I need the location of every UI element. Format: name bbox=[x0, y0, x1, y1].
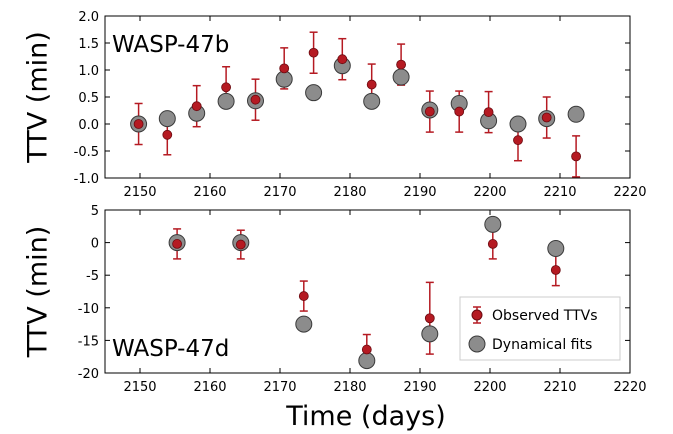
observed-point bbox=[366, 79, 377, 90]
y-axis-label-top: TTV (min) bbox=[23, 31, 54, 164]
observed-point bbox=[541, 112, 552, 123]
x-tick-label: 2200 bbox=[473, 380, 506, 395]
fit-point bbox=[484, 215, 502, 233]
observed-point bbox=[487, 239, 498, 249]
y-tick-label: 0.0 bbox=[78, 118, 99, 133]
x-tick-label: 2150 bbox=[123, 185, 156, 200]
panel-title-wasp-47d: WASP-47d bbox=[112, 336, 229, 362]
x-tick-label: 2210 bbox=[543, 185, 576, 200]
observed-point bbox=[250, 94, 261, 105]
fit-point bbox=[158, 110, 176, 128]
y-tick-label: -5 bbox=[86, 269, 99, 284]
fit-point bbox=[358, 352, 376, 370]
y-tick-label: 1.0 bbox=[78, 64, 99, 79]
fit-point bbox=[509, 115, 527, 133]
fit-point bbox=[275, 70, 293, 88]
observed-point bbox=[298, 291, 309, 301]
fit-point bbox=[567, 105, 585, 123]
panel-wasp-47b-frame bbox=[104, 15, 631, 179]
panel-wasp-47d-frame bbox=[104, 209, 631, 374]
x-axis-label: Time (days) bbox=[285, 401, 445, 432]
observed-point bbox=[191, 101, 202, 112]
observed-point bbox=[361, 344, 372, 355]
x-tick-label: 2200 bbox=[473, 185, 506, 200]
observed-point bbox=[513, 135, 523, 146]
x-tick-label: 2220 bbox=[613, 185, 646, 200]
observed-point bbox=[279, 63, 290, 74]
observed-point bbox=[308, 47, 319, 58]
x-tick-label: 2180 bbox=[333, 380, 366, 395]
y-tick-label: 0 bbox=[91, 237, 99, 252]
x-tick-label: 2160 bbox=[193, 185, 226, 200]
fit-point bbox=[305, 84, 323, 102]
fit-point bbox=[392, 68, 410, 86]
legend-fit-marker bbox=[468, 335, 486, 353]
legend-fit-label: Dynamical fits bbox=[492, 337, 592, 353]
panel-wasp-47d: 2150 2160 2170 2180 2190 2200 2210 2220 -20 -15 -1… bbox=[23, 204, 647, 395]
fit-point bbox=[295, 315, 313, 333]
observed-point bbox=[162, 129, 173, 140]
legend-observed-marker bbox=[471, 309, 483, 321]
legend-box bbox=[459, 296, 621, 361]
observed-point bbox=[221, 82, 232, 93]
x-tick-label: 2170 bbox=[263, 185, 296, 200]
legend-observed-label: Observed TTVs bbox=[492, 308, 598, 324]
x-tick-label: 2150 bbox=[123, 380, 156, 395]
panel-wasp-47b: 2150 2160 2170 2180 2190 2200 2210 2220 -1.0 -0.5… bbox=[23, 10, 647, 200]
fit-point bbox=[547, 239, 565, 257]
y-tick-label: -15 bbox=[78, 334, 99, 349]
x-tick-label: 2180 bbox=[333, 185, 366, 200]
observed-point bbox=[337, 54, 348, 65]
fit-point bbox=[363, 92, 381, 110]
fit-point bbox=[217, 92, 235, 110]
x-tick-label: 2190 bbox=[403, 185, 436, 200]
observed-point bbox=[235, 239, 246, 250]
x-tick-label: 2220 bbox=[613, 380, 646, 395]
y-tick-label: 0.5 bbox=[78, 91, 99, 106]
observed-point bbox=[550, 265, 561, 275]
observed-point bbox=[424, 313, 435, 324]
x-tick-label: 2170 bbox=[263, 380, 296, 395]
x-tick-label: 2160 bbox=[193, 380, 226, 395]
observed-point bbox=[483, 107, 494, 118]
observed-point bbox=[133, 119, 144, 129]
panel-title-wasp-47b: WASP-47b bbox=[112, 32, 229, 58]
y-tick-label: -0.5 bbox=[74, 145, 99, 160]
x-tick-label: 2190 bbox=[403, 380, 436, 395]
y-tick-label: 2.0 bbox=[78, 10, 99, 25]
y-tick-label: 1.5 bbox=[78, 37, 99, 52]
y-tick-label: 5 bbox=[91, 204, 99, 219]
observed-point bbox=[424, 106, 435, 117]
y-tick-label: -20 bbox=[78, 367, 99, 382]
y-axis-label-bottom: TTV (min) bbox=[23, 226, 54, 359]
observed-point bbox=[454, 106, 465, 117]
legend: Observed TTVs Dynamical fits bbox=[459, 296, 621, 361]
fit-point bbox=[421, 325, 439, 343]
y-tick-label: -1.0 bbox=[74, 172, 99, 187]
x-tick-label: 2210 bbox=[543, 380, 576, 395]
observed-point bbox=[396, 59, 407, 70]
y-tick-label: -10 bbox=[78, 302, 99, 317]
observed-point bbox=[172, 239, 183, 249]
observed-point bbox=[571, 151, 581, 162]
